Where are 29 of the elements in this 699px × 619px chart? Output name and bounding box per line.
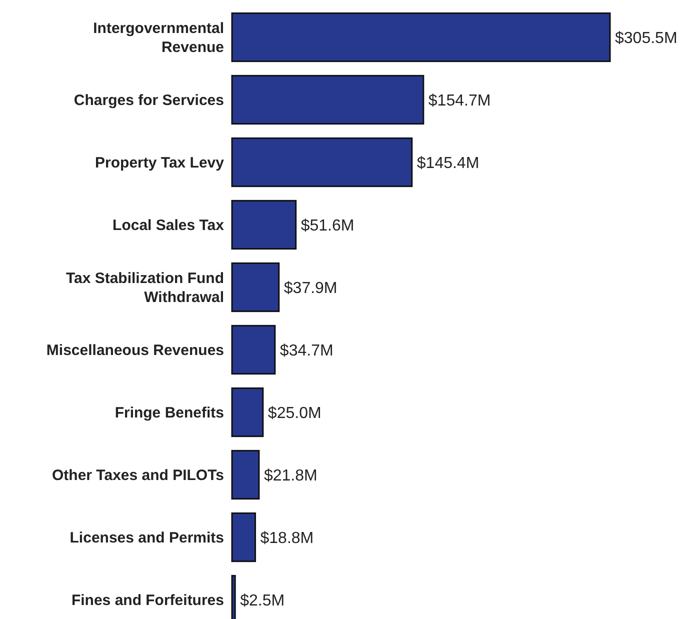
y-tick-label: Fines and Forfeitures [71, 592, 224, 609]
data-label: $51.6M [300, 217, 354, 234]
data-label: $305.5M [615, 30, 678, 47]
y-tick-label: Fringe Benefits [114, 404, 224, 422]
y-tick-label: Licenses and Permits [70, 530, 224, 546]
bar [231, 74, 424, 125]
y-tick-label: Intergovernmental Revenue [93, 20, 224, 56]
y-tick-label: Property Tax Levy [95, 154, 225, 172]
data-label: $145.4M [416, 154, 480, 172]
bar [231, 262, 280, 312]
bar [231, 200, 297, 250]
data-label: $21.8M [264, 467, 318, 484]
y-tick-label: Tax Stabilization Fund Withdrawal [66, 270, 224, 306]
data-label: $18.8M [260, 530, 314, 547]
data-label: $25.0M [268, 404, 322, 422]
data-label: $2.5M [240, 592, 285, 610]
data-label: $34.7M [280, 342, 334, 360]
y-tick-label: Other Taxes and PILOTs [52, 467, 224, 484]
bar [231, 12, 611, 62]
data-label: $37.9M [284, 280, 338, 297]
y-tick-label: Local Sales Tax [112, 217, 225, 234]
bar [231, 324, 276, 375]
bar [231, 137, 413, 188]
bar [231, 512, 256, 562]
y-tick-label: Miscellaneous Revenues [46, 342, 224, 359]
bar [231, 450, 260, 500]
bar [231, 387, 264, 438]
data-label: $154.7M [428, 92, 491, 110]
y-tick-label: Charges for Services [74, 92, 224, 109]
